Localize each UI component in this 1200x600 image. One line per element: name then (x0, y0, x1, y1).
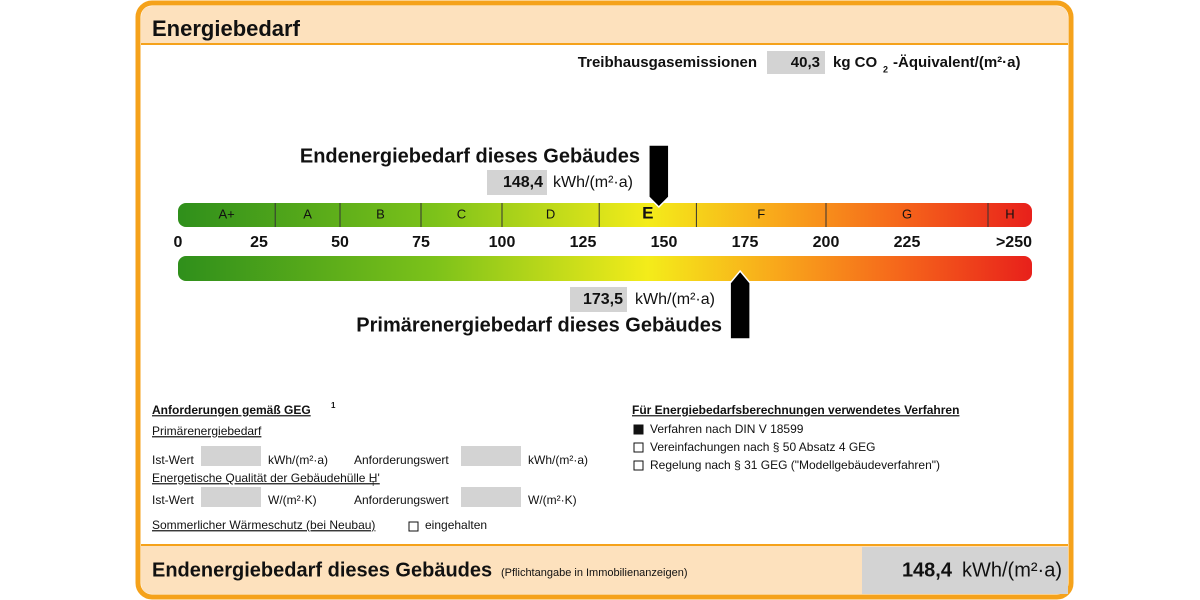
class-label: F (757, 206, 765, 221)
requirements-sub: T (371, 481, 376, 488)
checkbox[interactable] (633, 424, 644, 435)
row-unit: W/(m²·K) (268, 493, 317, 507)
final-energy-value: 148,4 (503, 174, 543, 191)
emissions-unit-sub: 2 (883, 64, 888, 74)
checkbox-label: Regelung nach § 31 GEG ("Modellgebäudeve… (650, 458, 940, 472)
final-energy-arrow (648, 144, 670, 209)
row-unit: kWh/(m²·a) (268, 453, 328, 467)
gradient-bar (178, 256, 1032, 281)
header-band (141, 6, 1068, 44)
checkbox-label: Vereinfachungen nach § 50 Absatz 4 GEG (650, 440, 876, 454)
requirements-sup: 1 (331, 401, 336, 410)
class-label: B (376, 206, 385, 221)
value-box (487, 170, 547, 195)
checkbox[interactable] (633, 460, 644, 471)
primary-energy-arrow (729, 269, 751, 340)
row-unit: W/(m²·K) (528, 493, 577, 507)
requirements-heading: Primärenergiebedarf (152, 424, 262, 438)
checkbox-label: Verfahren nach DIN V 18599 (650, 422, 804, 436)
tick-label: 100 (489, 234, 516, 251)
checkbox[interactable] (408, 521, 419, 532)
tick-label: 150 (651, 234, 678, 251)
checkbox[interactable] (633, 442, 644, 453)
input-box (461, 446, 521, 466)
tick-label: 25 (250, 234, 268, 251)
requirements-heading: Sommerlicher Wärmeschutz (bei Neubau) (152, 518, 375, 532)
tick-label: 0 (174, 234, 183, 251)
method-title: Für Energiebedarfsberechnungen verwendet… (632, 403, 959, 417)
emissions-unit: -Äquivalent/(m²·a) (893, 54, 1021, 71)
tick-label: 175 (732, 234, 759, 251)
row-label: Ist-Wert (152, 453, 194, 467)
row-label: Anforderungswert (354, 493, 449, 507)
tick-label: 50 (331, 234, 349, 251)
tick-label: 200 (813, 234, 840, 251)
primary-energy-value: 173,5 (583, 291, 623, 308)
tick-label: 75 (412, 234, 430, 251)
requirements-title: Anforderungen gemäß GEG (152, 403, 311, 417)
footer-note: (Pflichtangabe in Immobilienanzeigen) (501, 567, 688, 579)
row-label: Anforderungswert (354, 453, 449, 467)
footer-unit: kWh/(m²·a) (962, 559, 1062, 581)
class-bar (178, 203, 1032, 227)
checkbox-label: eingehalten (425, 518, 487, 532)
footer-band (141, 545, 1068, 594)
final-energy-unit: kWh/(m²·a) (553, 174, 633, 191)
input-box (201, 487, 261, 507)
header-title: Energiebedarf (152, 16, 301, 41)
class-label: H (1005, 206, 1014, 221)
final-energy-title: Endenergiebedarf dieses Gebäudes (300, 145, 640, 167)
primary-energy-title: Primärenergiebedarf dieses Gebäudes (356, 314, 722, 336)
tick-label: 225 (894, 234, 921, 251)
emissions-unit: kg CO (833, 54, 878, 71)
class-label: A (303, 206, 312, 221)
class-label: G (902, 206, 912, 221)
row-unit: kWh/(m²·a) (528, 453, 588, 467)
tick-label: >250 (996, 234, 1032, 251)
class-label: D (546, 206, 555, 221)
primary-energy-unit: kWh/(m²·a) (635, 291, 715, 308)
requirements-heading: Energetische Qualität der Gebäudehülle H… (152, 471, 380, 485)
emissions-value: 40,3 (791, 54, 820, 71)
emissions-label: Treibhausgasemissionen (578, 54, 757, 71)
class-label: C (457, 206, 466, 221)
footer-title: Endenergiebedarf dieses Gebäudes (152, 559, 492, 581)
footer-value-box (862, 547, 1068, 594)
class-label: A+ (218, 206, 234, 221)
input-box (461, 487, 521, 507)
value-box (767, 51, 825, 74)
row-label: Ist-Wert (152, 493, 194, 507)
tick-label: 125 (570, 234, 597, 251)
footer-value: 148,4 (902, 559, 953, 581)
input-box (201, 446, 261, 466)
class-label: E (642, 203, 653, 222)
value-box (570, 287, 627, 312)
